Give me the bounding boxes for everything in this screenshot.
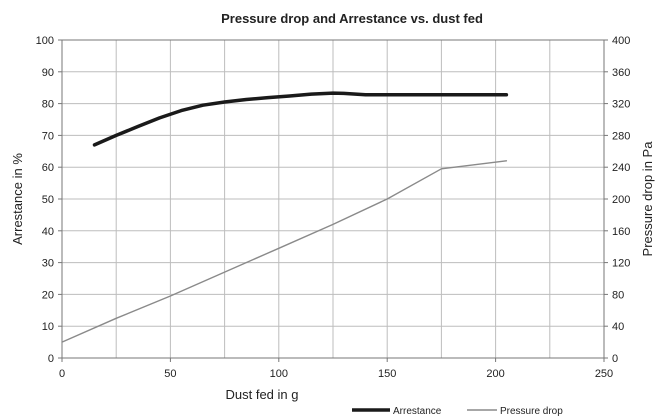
y2-tick-label: 320 <box>612 99 630 111</box>
y-tick-label: 100 <box>36 35 54 47</box>
y2-tick-label: 360 <box>612 67 630 79</box>
x-tick-label: 250 <box>595 368 613 380</box>
y-tick-label: 60 <box>42 162 54 174</box>
legend-label: Pressure drop <box>500 406 563 417</box>
y-axis-title: Arrestance in % <box>10 153 25 245</box>
x-axis-ticks: 0 50 100 150 200 250 <box>59 358 613 380</box>
x-tick-label: 150 <box>378 368 396 380</box>
y2-tick-label: 200 <box>612 194 630 206</box>
legend: Arrestance Pressure drop <box>352 406 563 417</box>
y-tick-label: 50 <box>42 194 54 206</box>
y-tick-label: 80 <box>42 99 54 111</box>
y-tick-label: 90 <box>42 67 54 79</box>
y2-tick-label: 160 <box>612 226 630 238</box>
y-tick-label: 0 <box>48 353 54 365</box>
y2-axis-ticks: 0 40 80 120 160 200 240 280 320 360 400 <box>604 35 630 365</box>
legend-label: Arrestance <box>393 406 442 417</box>
x-tick-label: 50 <box>164 368 176 380</box>
chart-title: Pressure drop and Arrestance vs. dust fe… <box>221 11 483 26</box>
series-line-pressure-drop <box>61 160 508 343</box>
grid <box>62 39 604 359</box>
y2-axis-title: Pressure drop in Pa <box>640 141 655 257</box>
y2-tick-label: 40 <box>612 321 624 333</box>
y2-tick-label: 120 <box>612 258 630 270</box>
y-tick-label: 30 <box>42 258 54 270</box>
y2-tick-label: 400 <box>612 35 630 47</box>
y2-tick-label: 0 <box>612 353 618 365</box>
series-line-arrestance <box>92 91 509 147</box>
x-axis-title: Dust fed in g <box>226 387 299 402</box>
x-tick-label: 200 <box>486 368 504 380</box>
x-tick-label: 100 <box>270 368 288 380</box>
y2-tick-label: 280 <box>612 130 630 142</box>
series-group <box>61 91 509 343</box>
y2-tick-label: 240 <box>612 162 630 174</box>
y2-tick-label: 80 <box>612 289 624 301</box>
y-axis-ticks: 0 10 20 30 40 50 60 70 80 90 100 <box>36 35 62 365</box>
y-tick-label: 70 <box>42 130 54 142</box>
y-tick-label: 10 <box>42 321 54 333</box>
x-tick-label: 0 <box>59 368 65 380</box>
y-tick-label: 40 <box>42 226 54 238</box>
y-tick-label: 20 <box>42 289 54 301</box>
